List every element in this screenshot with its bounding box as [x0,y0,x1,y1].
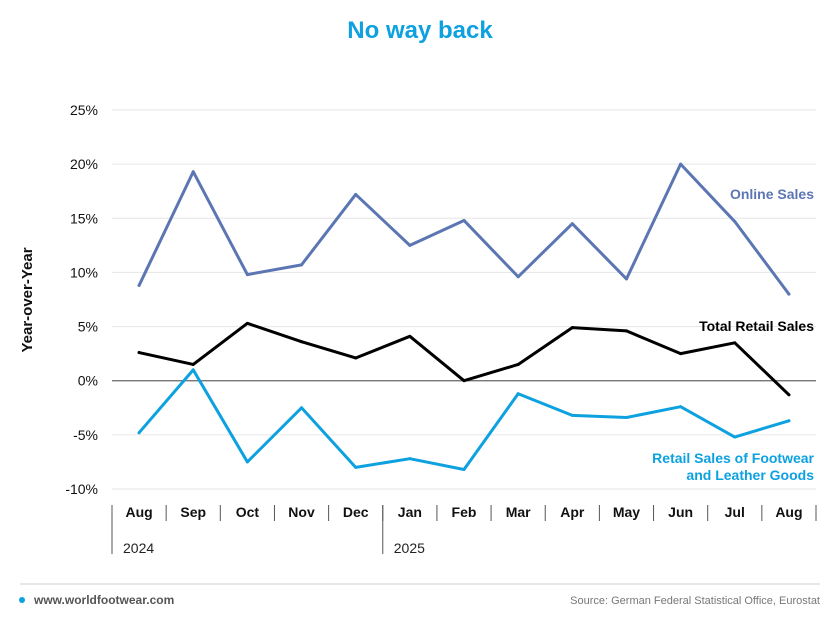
x-tick-label: Apr [560,504,585,520]
x-tick-label: Nov [288,504,315,520]
x-tick-label: Dec [343,504,369,520]
data-point [354,465,358,469]
data-point [787,393,791,397]
y-axis-ticks: 25% 20% 15% 10% 5% 0% -5% -10% [65,102,98,497]
y-tick-label: -10% [65,481,98,497]
data-point [516,362,520,366]
data-point [137,283,141,287]
data-point [462,379,466,383]
data-point [354,356,358,360]
data-point [245,321,249,325]
data-point [137,431,141,435]
data-point [570,222,574,226]
y-tick-label: -5% [73,427,98,443]
y-tick-label: 15% [70,210,98,226]
footer-website: www.worldfootwear.com [33,593,174,607]
y-tick-label: 5% [78,319,98,335]
series-label: Retail Sales of Footwear [652,450,814,466]
y-tick-label: 10% [70,264,98,280]
data-point [787,419,791,423]
data-point [245,460,249,464]
series-label: Online Sales [730,186,814,202]
data-point [624,416,628,420]
data-point [300,406,304,410]
data-point [191,362,195,366]
x-tick-label: Sep [180,504,206,520]
data-point [245,273,249,277]
data-point [787,292,791,296]
data-point [733,220,737,224]
data-point [733,435,737,439]
x-tick-label: May [613,504,640,520]
x-tick-label: Mar [506,504,531,520]
data-point [300,263,304,267]
data-point [624,277,628,281]
x-tick-label: Feb [452,504,477,520]
series-lines [137,162,791,472]
data-point [516,275,520,279]
data-point [679,405,683,409]
data-point [300,340,304,344]
data-point [679,162,683,166]
data-point [191,170,195,174]
y-tick-label: 20% [70,156,98,172]
series-line [137,321,791,397]
x-tick-label: Jan [398,504,422,520]
data-point [354,192,358,196]
x-axis: Aug Sep Oct Nov Dec Jan Feb Mar Apr May Jun Jul Aug 2… [111,504,817,556]
series-line [137,162,791,296]
footer-source: Source: German Federal Statistical Offic… [570,595,820,607]
gridlines [112,109,816,490]
x-tick-label: Aug [775,504,802,520]
year-label: 2025 [394,540,425,556]
x-tick-label: Aug [125,504,152,520]
data-point [679,352,683,356]
x-tick-label: Oct [236,504,260,520]
y-tick-label: 25% [70,102,98,118]
data-point [462,468,466,472]
data-point [516,392,520,396]
chart-title: No way back [347,17,493,44]
series-labels: Online Sales Total Retail Sales Retail Sal… [652,186,814,483]
data-point [408,243,412,247]
data-point [137,351,141,355]
data-point [408,334,412,338]
y-tick-label: 0% [78,373,98,389]
data-point [462,218,466,222]
data-point [570,326,574,330]
year-label: 2024 [123,540,154,556]
bullet-dot-icon [19,597,25,603]
data-point [408,457,412,461]
y-axis-label: Year-over-Year [19,247,36,352]
data-point [733,341,737,345]
series-label: Total Retail Sales [699,318,814,334]
series-label: and Leather Goods [686,467,814,483]
data-point [570,413,574,417]
x-tick-label: Jun [668,504,693,520]
data-point [191,368,195,372]
data-point [624,329,628,333]
x-tick-label: Jul [725,504,745,520]
